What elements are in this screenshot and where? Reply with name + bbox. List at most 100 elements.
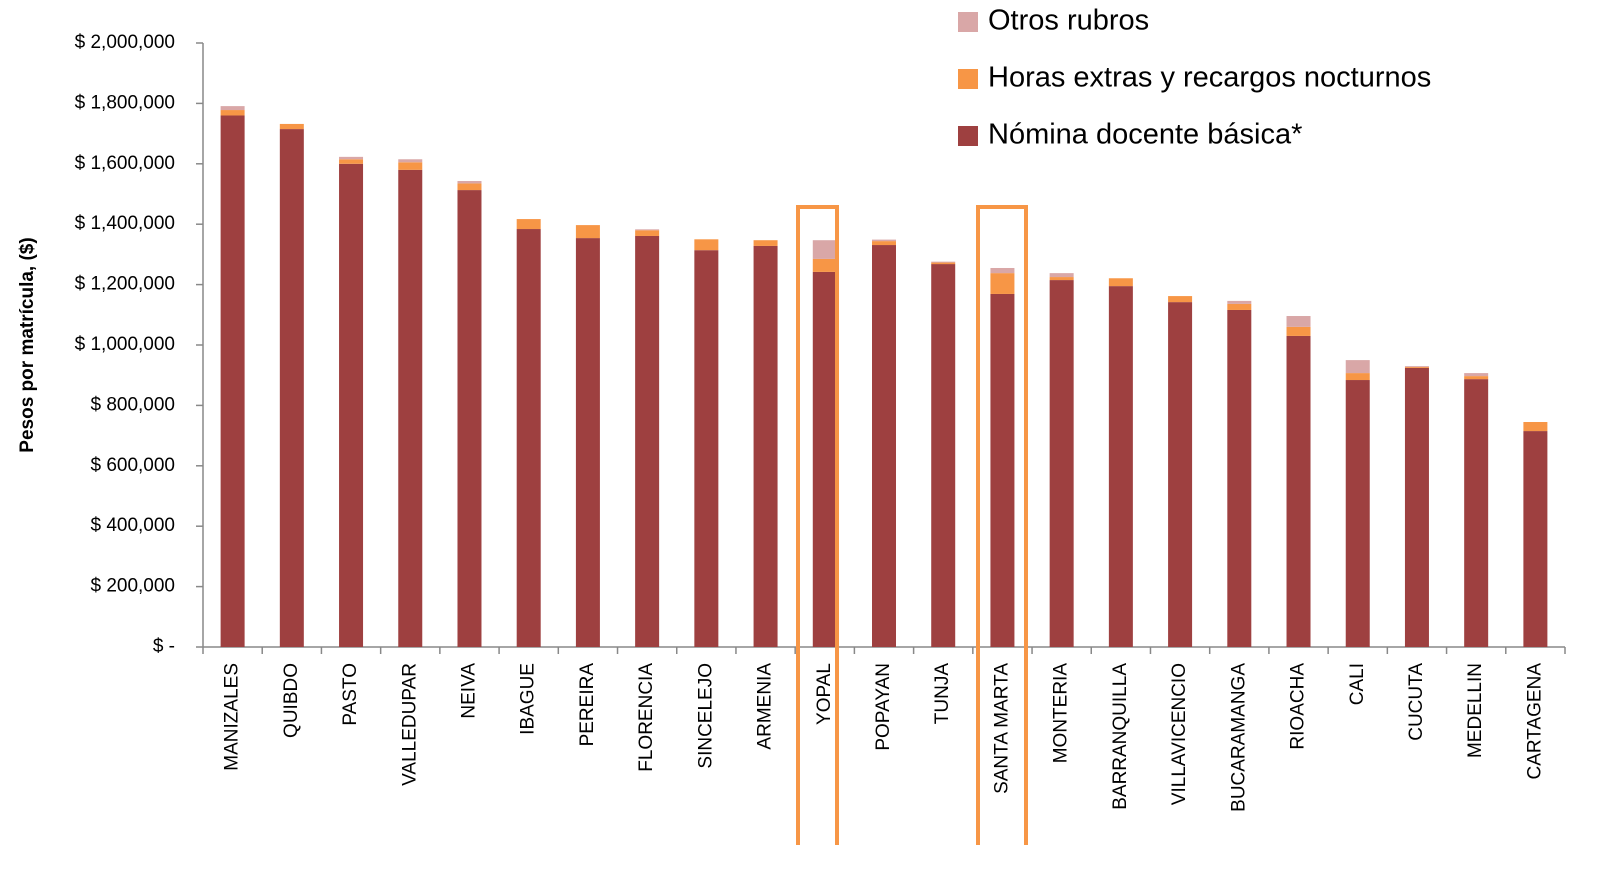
- bar-segment: [1523, 422, 1548, 432]
- y-tick-label: $ 1,800,000: [75, 92, 175, 113]
- bar-segment: [220, 115, 245, 648]
- bar-segment: [457, 183, 482, 191]
- bar-segment: [872, 241, 896, 246]
- bar-segment: [339, 156, 364, 160]
- bar-segment: [1286, 335, 1311, 647]
- legend-swatch: [958, 12, 978, 32]
- y-tick-label: $ -: [153, 636, 175, 657]
- bar-segment: [1404, 366, 1429, 368]
- bar-segment: [1227, 300, 1252, 304]
- x-tick-label: POPAYAN: [873, 663, 894, 751]
- bar-segment: [1049, 273, 1074, 278]
- bar-segment: [872, 245, 896, 647]
- bar-segment: [279, 129, 304, 647]
- bar-segment: [931, 264, 956, 647]
- bar-segment: [1168, 302, 1193, 647]
- x-tick-label: IBAGUE: [518, 663, 539, 735]
- x-tick-label: PEREIRA: [577, 663, 598, 747]
- bar-segment: [457, 190, 482, 647]
- bar-segment: [1464, 373, 1489, 377]
- bar-segment: [1049, 280, 1074, 647]
- bar-segment: [812, 258, 837, 272]
- bar-segment: [812, 240, 837, 259]
- y-tick-label: $ 1,600,000: [75, 153, 175, 174]
- bar-segment: [1108, 278, 1133, 287]
- bar-segment: [1345, 373, 1370, 381]
- bar-segment: [753, 240, 778, 246]
- x-tick-label: QUIBDO: [281, 663, 302, 738]
- bar-segment: [872, 239, 896, 242]
- x-tick-label: SINCELEJO: [695, 663, 716, 769]
- y-tick-label: $ 600,000: [90, 455, 175, 476]
- bar-segment: [1286, 326, 1311, 336]
- bar-segment: [575, 238, 600, 648]
- bar-segment: [516, 229, 541, 648]
- x-tick-label: FLORENCIA: [636, 663, 657, 772]
- bar-segment: [635, 235, 660, 647]
- y-tick-label: $ 2,000,000: [75, 32, 175, 53]
- legend-label: Otros rubros: [988, 5, 1149, 37]
- bar-segment: [990, 293, 1015, 647]
- bar-segment: [457, 181, 482, 184]
- bar-segment: [1345, 360, 1370, 374]
- bar-segment: [1227, 309, 1252, 647]
- bar-segment: [1286, 316, 1311, 327]
- bar-segment: [1523, 431, 1548, 647]
- bar-segment: [516, 219, 541, 230]
- bar-segment: [990, 273, 1015, 294]
- x-tick-label: VILLAVICENCIO: [1169, 663, 1190, 805]
- bar-segment: [398, 169, 423, 647]
- y-tick-label: $ 1,400,000: [75, 213, 175, 234]
- bar-segment: [1464, 376, 1489, 380]
- y-axis-label: Pesos por matrícula, ($): [17, 237, 38, 452]
- x-tick-label: BARRANQUILLA: [1110, 663, 1131, 810]
- bar-segment: [931, 262, 956, 265]
- bar-segment: [575, 225, 600, 239]
- bar-segment: [398, 159, 423, 163]
- bar-segment: [694, 239, 719, 251]
- bar-segment: [339, 159, 364, 164]
- bar-segment: [1108, 286, 1133, 647]
- bar-segment: [990, 267, 1015, 274]
- y-tick-label: $ 1,000,000: [75, 334, 175, 355]
- x-tick-label: VALLEDUPAR: [399, 663, 420, 786]
- x-tick-label: CARTAGENA: [1524, 663, 1545, 780]
- bar-segment: [635, 229, 660, 231]
- legend-swatch: [958, 69, 978, 89]
- x-tick-label: MANIZALES: [222, 663, 243, 771]
- x-tick-label: RIOACHA: [1288, 663, 1309, 750]
- highlight-box: [976, 205, 1028, 845]
- bar-segment: [1168, 296, 1193, 303]
- bar-segment: [398, 162, 423, 170]
- y-tick-label: $ 800,000: [90, 394, 175, 415]
- x-tick-label: ARMENIA: [755, 663, 776, 750]
- x-tick-label: MONTERIA: [1051, 663, 1072, 764]
- x-tick-label: PASTO: [340, 663, 361, 726]
- bar-segment: [1404, 367, 1429, 647]
- y-tick-label: $ 200,000: [90, 576, 175, 597]
- legend-label: Nómina docente básica*: [988, 119, 1302, 151]
- bar-segment: [635, 230, 660, 236]
- x-tick-label: NEIVA: [458, 663, 479, 719]
- bar-segment: [1227, 303, 1252, 310]
- legend-swatch: [958, 126, 978, 146]
- bar-segment: [1345, 380, 1370, 647]
- x-tick-label: CUCUTA: [1406, 663, 1427, 741]
- bar-segment: [931, 261, 956, 263]
- y-tick-label: $ 400,000: [90, 515, 175, 536]
- x-tick-label: SANTA MARTA: [991, 663, 1012, 794]
- legend-label: Horas extras y recargos nocturnos: [988, 62, 1431, 94]
- x-tick-label: TUNJA: [932, 663, 953, 725]
- highlight-box: [796, 205, 839, 845]
- bar-segment: [812, 271, 837, 647]
- bar-segment: [279, 123, 304, 130]
- x-tick-label: CALI: [1347, 663, 1368, 705]
- x-tick-label: YOPAL: [814, 663, 835, 725]
- bar-segment: [694, 250, 719, 647]
- bar-segment: [753, 245, 778, 647]
- bar-segment: [220, 106, 245, 111]
- bar-segment: [1464, 379, 1489, 647]
- bar-segment: [220, 110, 245, 116]
- bar-segment: [1404, 367, 1429, 368]
